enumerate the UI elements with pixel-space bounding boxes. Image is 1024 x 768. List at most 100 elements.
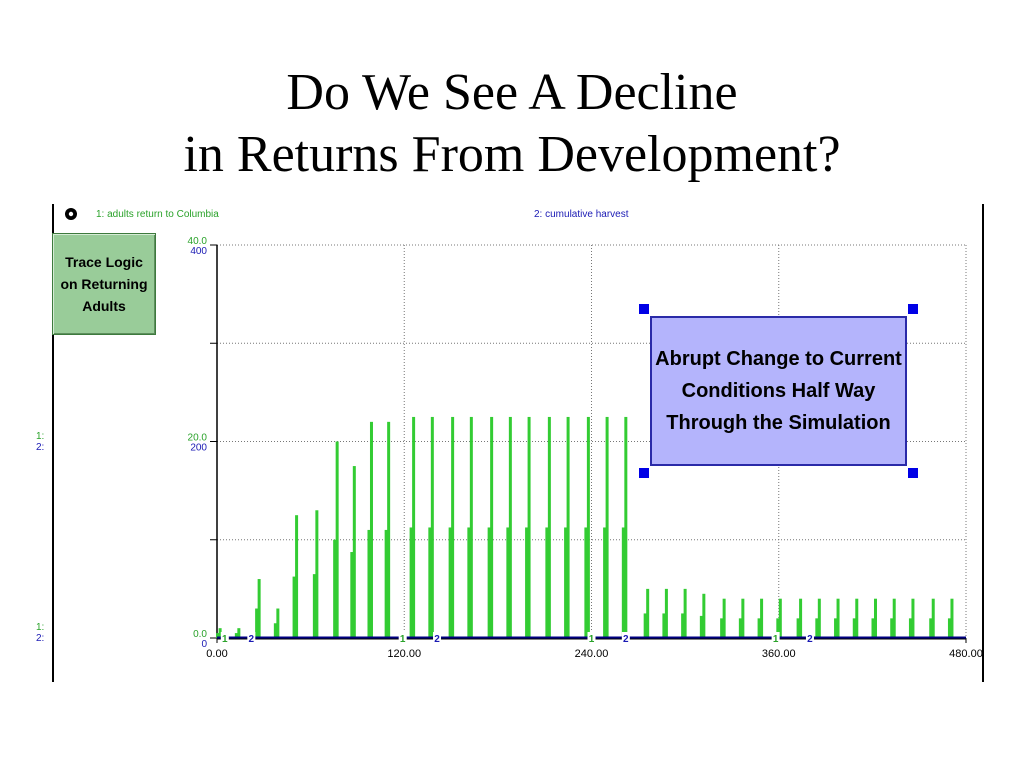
bar-series-1 <box>799 598 803 638</box>
bar-series-1-shoulder <box>506 527 510 638</box>
bar-series-1 <box>387 421 391 638</box>
trace-logic-button[interactable]: Trace Logic on Returning Adults <box>52 233 156 335</box>
bar-series-1-shoulder <box>487 527 491 638</box>
x-tick-label: 120.00 <box>387 648 421 660</box>
bar-series-1-shoulder <box>367 529 371 638</box>
series-marker: 1 <box>400 634 406 645</box>
annotation-box[interactable]: Abrupt Change to Current Conditions Half… <box>650 316 907 466</box>
bar-series-1 <box>257 579 261 638</box>
title-line-1: Do We See A Decline <box>286 64 738 121</box>
bar-series-1 <box>527 416 531 638</box>
resize-handle-top-left[interactable] <box>639 304 649 314</box>
bar-series-1-shoulder <box>545 527 549 638</box>
bar-series-1 <box>741 598 745 638</box>
bar-series-1-shoulder <box>621 527 625 638</box>
bar-series-1-shoulder <box>852 618 856 638</box>
gear-icon[interactable] <box>64 207 78 221</box>
bar-series-1-shoulder <box>564 527 568 638</box>
bar-series-1-shoulder <box>890 618 894 638</box>
bar-series-1 <box>892 598 896 638</box>
series-marker-bg <box>220 632 229 643</box>
bar-series-1 <box>722 598 726 638</box>
bar-series-1 <box>778 598 782 638</box>
x-tick-label: 240.00 <box>575 648 609 660</box>
bar-series-1-shoulder <box>643 613 647 638</box>
series-marker: 2 <box>434 634 440 645</box>
bar-series-1 <box>624 416 628 638</box>
resize-handle-bottom-left[interactable] <box>639 468 649 478</box>
slide-title: Do We See A Decline in Returns From Deve… <box>0 62 1024 186</box>
bar-series-1 <box>683 588 687 638</box>
bar-series-1-shoulder <box>720 618 724 638</box>
bar-series-1 <box>817 598 821 638</box>
x-tick-label: 480.00 <box>949 648 983 660</box>
bar-series-1 <box>430 416 434 638</box>
bar-series-1 <box>646 588 650 638</box>
panel-left-border <box>52 204 54 682</box>
bar-series-1-shoulder <box>815 618 819 638</box>
y1-tick-label: 20.0 <box>188 433 208 444</box>
left-label-mid-1: 1: <box>36 431 45 442</box>
bar-series-1-shoulder <box>255 608 259 638</box>
y2-tick-label: 200 <box>190 443 207 454</box>
bar-series-1 <box>664 588 668 638</box>
bar-series-1-shoulder <box>273 623 277 638</box>
bar-series-1-shoulder <box>834 618 838 638</box>
bar-series-1-shoulder <box>947 618 951 638</box>
bar-series-1 <box>315 510 319 638</box>
series-marker-bg <box>771 632 780 643</box>
bar-series-1-shoulder <box>776 618 780 638</box>
x-tick-label: 360.00 <box>762 648 796 660</box>
series-marker-bg <box>621 632 630 643</box>
bar-series-1 <box>950 598 954 638</box>
bar-series-1 <box>855 598 859 638</box>
bar-series-1 <box>586 416 590 638</box>
bar-series-1-shoulder <box>467 527 471 638</box>
bar-series-1-shoulder <box>312 574 316 638</box>
bar-series-1-shoulder <box>662 613 666 638</box>
bar-series-1-shoulder <box>738 618 742 638</box>
x-tick-label: 0.00 <box>206 648 227 660</box>
bar-series-1 <box>931 598 935 638</box>
series-marker-bg <box>587 632 596 643</box>
series-marker-bg <box>247 632 256 643</box>
bar-series-1-shoulder <box>681 613 685 638</box>
resize-handle-bottom-right[interactable] <box>908 468 918 478</box>
legend-series-2: 2: cumulative harvest <box>534 209 629 220</box>
series-marker: 2 <box>623 634 629 645</box>
y2-tick-label: 400 <box>190 246 207 257</box>
trace-logic-button-label: Trace Logic on Returning Adults <box>60 254 148 314</box>
bar-series-1-shoulder <box>757 618 761 638</box>
left-label-bottom-2: 2: <box>36 633 45 644</box>
bar-series-1 <box>490 416 494 638</box>
bar-series-1 <box>911 598 915 638</box>
bar-series-1-shoulder <box>525 527 529 638</box>
y2-tick-label: 0 <box>201 639 207 650</box>
bar-series-1 <box>547 416 551 638</box>
bar-series-1 <box>335 441 339 638</box>
bar-series-1-shoulder <box>216 633 220 638</box>
y1-tick-label: 0.0 <box>193 629 207 640</box>
series-marker-bg <box>398 632 407 643</box>
bar-series-1-shoulder <box>428 527 432 638</box>
bar-series-1 <box>469 416 473 638</box>
bar-series-1-shoulder <box>796 618 800 638</box>
bar-series-1-shoulder <box>929 618 933 638</box>
bar-series-1 <box>369 421 373 638</box>
bar-series-1 <box>412 416 416 638</box>
series-marker-bg <box>805 632 814 643</box>
bar-series-1 <box>237 628 241 638</box>
series-marker: 2 <box>807 634 813 645</box>
panel-right-border <box>982 204 984 682</box>
legend-series-1: 1: adults return to Columbia <box>96 209 219 220</box>
bar-series-1 <box>760 598 764 638</box>
left-label-bottom-1: 1: <box>36 622 45 633</box>
bar-series-1 <box>352 466 356 638</box>
annotation-text: Abrupt Change to Current Conditions Half… <box>655 348 902 434</box>
bar-series-1 <box>702 593 706 638</box>
bar-series-1 <box>218 628 222 638</box>
bar-series-1-shoulder <box>871 618 875 638</box>
bar-series-1-shoulder <box>448 527 452 638</box>
bar-series-1 <box>276 608 280 638</box>
resize-handle-top-right[interactable] <box>908 304 918 314</box>
